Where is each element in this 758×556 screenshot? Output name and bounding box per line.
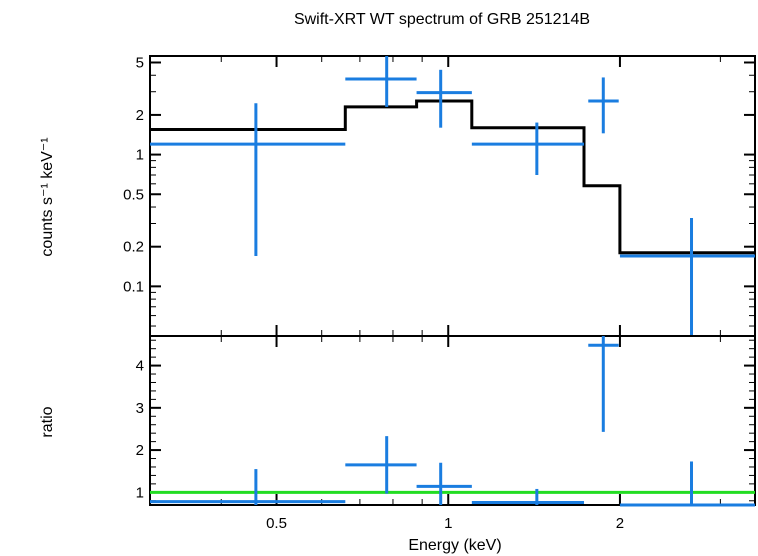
spectrum-data-point [471, 122, 585, 175]
ratio-data-point [619, 461, 755, 507]
spectrum-panel: 5 2 1 0.5 0.2 0.1 [123, 54, 756, 337]
spectrum-data-point [619, 218, 755, 336]
chart-title: Swift-XRT WT spectrum of GRB 251214B [294, 11, 590, 28]
spectrum-data-point [416, 69, 472, 128]
x-axis-label: Energy (keV) [408, 537, 501, 554]
ratio-data-point [345, 436, 417, 494]
ratio-y-tick-label: 4 [136, 358, 144, 375]
spectrum-data-point [345, 56, 417, 107]
spectrum-y-axis-label: counts s⁻¹ keV⁻¹ [39, 137, 56, 256]
ratio-data-point [416, 462, 472, 505]
ratio-data-point [471, 488, 585, 505]
spectrum-y-tick-label: 1 [136, 147, 144, 164]
spectrum-data-point [150, 103, 346, 256]
ratio-y-tick-label: 2 [136, 442, 144, 459]
ratio-y-tick-label: 1 [136, 484, 144, 501]
ratio-data-point [150, 469, 346, 505]
x-tick-label: 1 [444, 515, 452, 532]
ratio-y-tick-label: 3 [136, 400, 144, 417]
spectrum-y-tick-label: 0.1 [123, 278, 144, 295]
ratio-data-point [588, 336, 619, 432]
x-tick-label: 0.5 [266, 515, 287, 532]
ratio-y-axis-label: ratio [39, 406, 56, 437]
spectrum-y-tick-label: 5 [136, 54, 144, 71]
x-tick-label: 2 [616, 515, 624, 532]
spectrum-frame [149, 55, 756, 337]
spectrum-y-tick-label: 0.5 [123, 186, 144, 203]
spectrum-y-tick-label: 2 [136, 107, 144, 124]
spectrum-data-point [588, 77, 619, 134]
model-step-line [150, 99, 755, 255]
ratio-frame [149, 335, 756, 506]
spectrum-y-tick-label: 0.2 [123, 239, 144, 256]
ratio-panel: 1 2 3 4 [136, 335, 756, 507]
